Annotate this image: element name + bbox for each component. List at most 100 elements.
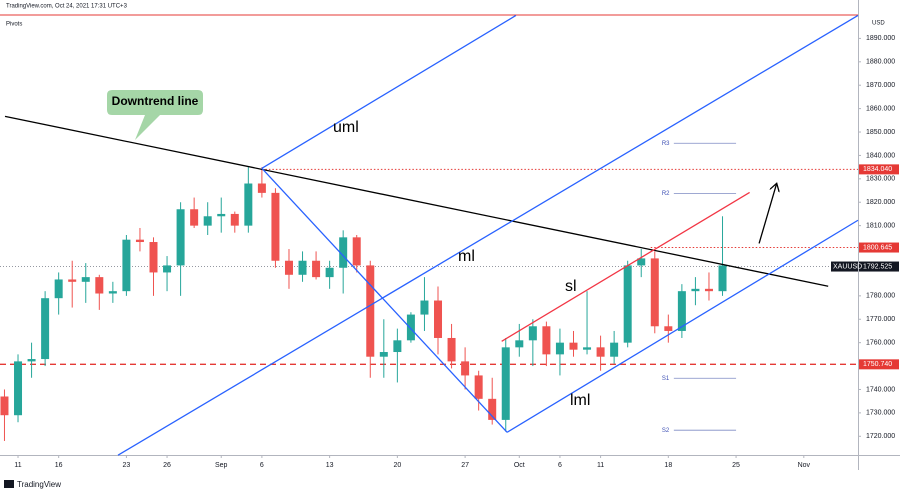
x-tick-label: 25	[732, 462, 740, 469]
candle-body	[41, 298, 50, 360]
candle-body	[704, 288, 713, 292]
candle-body	[474, 375, 483, 399]
candle-body	[718, 265, 727, 292]
x-tick-label: 6	[558, 462, 562, 469]
candle-body	[650, 258, 659, 327]
x-tick-label: 26	[163, 462, 171, 469]
candle-body	[488, 398, 497, 420]
candle-body	[623, 265, 632, 343]
y-tick-label: 1850.000	[866, 129, 895, 136]
line-label: ml	[458, 248, 475, 265]
footer: TradingView	[17, 480, 61, 489]
x-tick-label: 11	[597, 462, 604, 469]
line-label: uml	[333, 119, 359, 136]
candle-body	[54, 279, 63, 299]
x-tick-label: 23	[123, 462, 131, 469]
price-tag	[859, 242, 899, 253]
logo	[4, 480, 14, 488]
pivot-label: R3	[662, 141, 670, 147]
x-tick-label: Nov	[798, 462, 811, 469]
candle-body	[555, 342, 564, 355]
candle-body	[284, 260, 293, 275]
price-tag-label: 1750.740	[863, 361, 892, 368]
price-tag	[859, 164, 899, 175]
candle-body	[664, 326, 673, 331]
candle-body	[379, 352, 388, 357]
candle-body	[190, 209, 199, 226]
price-tag	[859, 359, 899, 370]
candle-body	[406, 314, 415, 341]
header: TradingView.com, Oct 24, 2021 17:31 UTC+…	[6, 4, 128, 10]
candle-body	[108, 291, 117, 294]
line-label: lml	[570, 392, 590, 409]
candle-body	[434, 300, 443, 338]
x-tick-label: 16	[55, 462, 63, 469]
line-label: sl	[565, 278, 577, 295]
y-tick-label: 1780.000	[866, 293, 895, 300]
price-tag	[859, 261, 899, 272]
arrow	[758, 183, 777, 244]
trend-line	[501, 191, 750, 342]
y-tick-label: 1820.000	[866, 199, 895, 206]
pivot-label: S2	[662, 428, 670, 434]
y-tick-label: 1840.000	[866, 152, 895, 159]
currency: USD	[872, 21, 885, 27]
y-tick-label: 1810.000	[866, 222, 895, 229]
trend-line	[261, 14, 517, 169]
candle-body	[542, 326, 551, 355]
candle-body	[14, 361, 23, 416]
callout: Downtrend line	[107, 90, 203, 140]
candle-body	[27, 359, 36, 362]
candle-body	[610, 342, 619, 357]
trend-line	[506, 219, 859, 433]
candle-body	[339, 237, 348, 268]
candle-body	[95, 277, 104, 294]
y-tick-label: 1860.000	[866, 105, 895, 112]
candle-body	[515, 340, 524, 348]
y-tick-label: 1760.000	[866, 340, 895, 347]
candle-body	[461, 361, 470, 376]
candle-body	[176, 209, 185, 266]
trend-line	[261, 167, 508, 433]
x-tick-label: 20	[393, 462, 401, 469]
candle-body	[583, 347, 592, 350]
candle-body	[447, 337, 456, 362]
candle-body	[298, 260, 307, 275]
y-tick-label: 1890.000	[866, 35, 895, 42]
y-tick-label: 1740.000	[866, 386, 895, 393]
candle-body	[501, 347, 510, 420]
candle-body	[312, 260, 321, 278]
y-tick-label: 1770.000	[866, 316, 895, 323]
y-tick-label: 1830.000	[866, 176, 895, 183]
plot-layer: R3 R2 S1 S2	[0, 14, 859, 456]
y-tick-label: 1880.000	[866, 59, 895, 66]
callout-text: Downtrend line	[112, 94, 199, 108]
price-tag-label: 1800.645	[863, 244, 892, 251]
indicator-name: Pivots	[6, 22, 22, 28]
candle-body	[257, 183, 266, 193]
pivot-label: S1	[662, 376, 670, 382]
candle-body	[244, 183, 253, 226]
candle-body	[271, 192, 280, 261]
x-tick-label: 11	[14, 462, 21, 469]
y-tick-label: 1720.000	[866, 433, 895, 440]
candle-body	[393, 340, 402, 353]
x-tick-label: 6	[260, 462, 264, 469]
symbol-tag	[831, 261, 858, 272]
candle-body	[677, 291, 686, 331]
candle-body	[230, 213, 239, 226]
trend-line	[4, 115, 829, 287]
x-tick-label: Oct	[514, 462, 525, 469]
candle-body	[596, 347, 605, 357]
x-tick-label: 18	[664, 462, 672, 469]
trend-line	[117, 14, 859, 456]
x-tick-label: 13	[326, 462, 334, 469]
candle-body	[135, 239, 144, 243]
candle-body	[352, 237, 361, 266]
candle-body	[149, 242, 158, 273]
candle-body	[420, 300, 429, 315]
candle-body	[637, 258, 646, 266]
x-tick-label: Sep	[215, 462, 228, 469]
